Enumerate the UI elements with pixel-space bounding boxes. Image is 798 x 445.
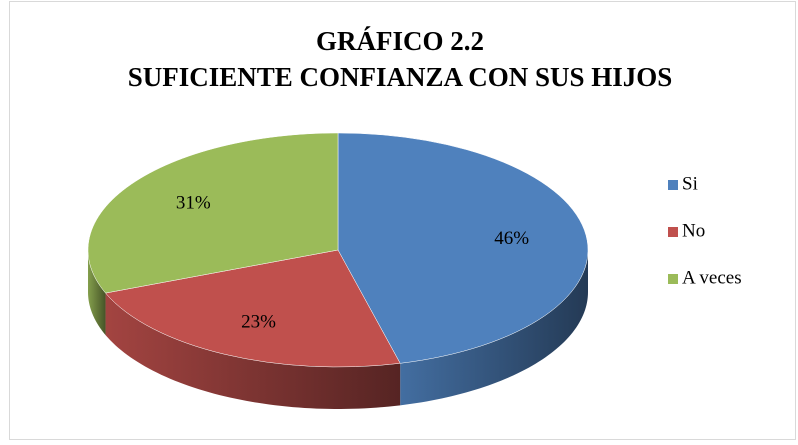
slice-side <box>105 293 401 409</box>
slice <box>337 132 589 364</box>
slice-side <box>88 250 106 336</box>
chart-title: GRÁFICO 2.2 <box>316 26 484 56</box>
legend-swatch <box>668 274 678 284</box>
legend-swatch <box>668 227 678 237</box>
data-label: 46% <box>494 228 529 249</box>
legend-label: Si <box>682 173 698 194</box>
legend-swatch <box>668 180 678 190</box>
slice <box>105 249 401 368</box>
data-label: 23% <box>241 311 276 332</box>
legend-label: A veces <box>682 267 742 288</box>
legend-label: No <box>682 220 705 241</box>
slice <box>87 132 339 294</box>
chart-subtitle: SUFICIENTE CONFIANZA CON SUS HIJOS <box>128 62 673 92</box>
slice-side <box>400 250 588 406</box>
data-label: 31% <box>176 192 211 213</box>
